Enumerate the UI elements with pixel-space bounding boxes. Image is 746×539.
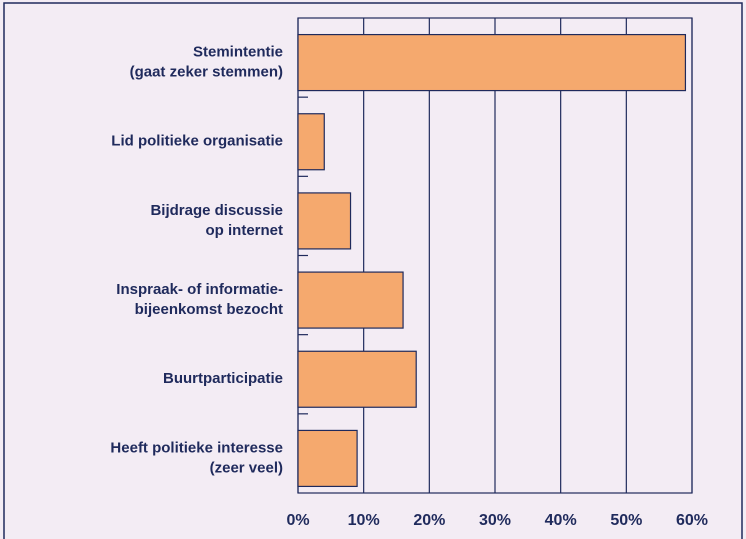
bar <box>297 429 358 488</box>
bar <box>297 33 687 92</box>
y-tick-label: Heeft politieke interesse <box>110 439 283 456</box>
y-tick-label: Lid politieke organisatie <box>111 133 283 150</box>
bar <box>297 192 352 250</box>
y-tick-label: (zeer veel) <box>210 459 283 476</box>
bar <box>297 113 325 171</box>
y-tick-label: (gaat zeker stemmen) <box>130 64 283 81</box>
x-tick-label: 0% <box>286 512 309 529</box>
bar <box>297 271 404 329</box>
x-tick-label: 30% <box>479 512 511 529</box>
y-tick-label: op internet <box>206 222 284 239</box>
x-tick-label: 50% <box>610 512 642 529</box>
y-tick-label: bijeenkomst bezocht <box>135 301 283 318</box>
x-tick-label: 20% <box>413 512 445 529</box>
y-tick-label: Inspraak- of informatie- <box>116 281 283 298</box>
y-tick-label: Bijdrage discussie <box>150 202 283 219</box>
bar <box>297 350 417 408</box>
y-tick-label: Stemintentie <box>193 44 283 61</box>
x-tick-label: 10% <box>348 512 380 529</box>
x-tick-label: 60% <box>676 512 708 529</box>
y-tick-label: Buurtparticipatie <box>163 370 283 387</box>
frame <box>3 2 743 539</box>
x-tick-label: 40% <box>545 512 577 529</box>
